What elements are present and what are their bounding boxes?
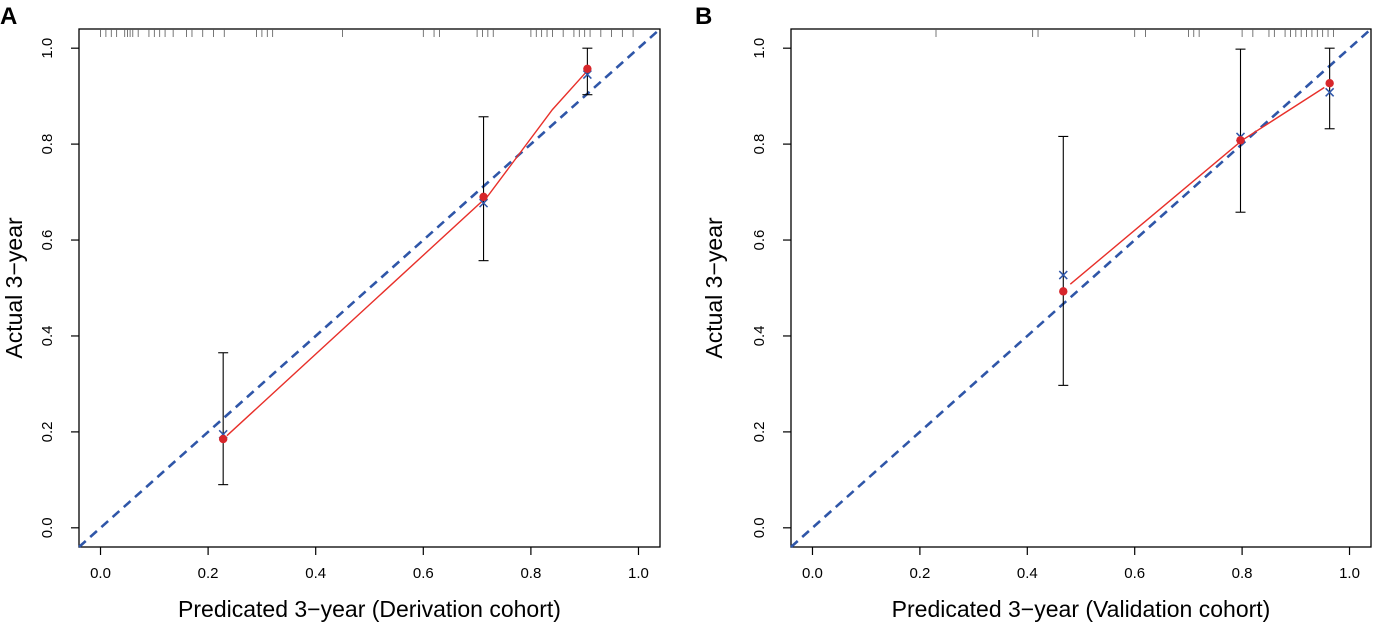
x-tick-label: 0.8: [1232, 565, 1253, 582]
x-axis-title: Predicated 3−year (Derivation cohort): [178, 596, 561, 622]
plot-frame: [790, 28, 1372, 548]
y-tick-label: 1.0: [39, 38, 56, 59]
bias-corrected-marker: [1325, 87, 1335, 97]
x-tick-label: 0.4: [305, 565, 326, 582]
panel-label: B: [695, 3, 712, 30]
y-axis-title: Actual 3−year: [701, 217, 727, 359]
y-tick-label: 0.0: [751, 517, 768, 538]
x-tick-label: 0.8: [520, 565, 541, 582]
bias-corrected-marker: [479, 198, 489, 208]
observed-point: [1059, 287, 1068, 296]
observed-point: [1325, 78, 1334, 88]
observed-point: [583, 64, 592, 74]
y-tick-label: 0.4: [39, 326, 56, 347]
y-tick-label: 0.8: [751, 134, 768, 155]
y-tick-label: 0.4: [751, 326, 768, 347]
y-tick-label: 0.6: [751, 230, 768, 251]
x-tick-label: 0.2: [198, 565, 219, 582]
y-axis-title: Actual 3−year: [1, 217, 27, 359]
x-axis-title: Predicated 3−year (Validation cohort): [892, 596, 1271, 622]
y-tick-label: 1.0: [751, 38, 768, 59]
bias-corrected-marker: [1058, 270, 1068, 280]
calibrated-curve: [226, 70, 588, 437]
y-tick-label: 0.0: [39, 517, 56, 538]
plot-frame: [78, 28, 661, 548]
y-tick-label: 0.6: [39, 230, 56, 251]
x-tick-label: 0.0: [802, 565, 823, 582]
calibration-plot-a: A 0.0 0.2 0.4 0.6 0.8 1.0 0.0 0.2 0.4 0.6 0.8 1.0 Pre…: [0, 3, 661, 622]
x-tick-label: 0.6: [1124, 565, 1145, 582]
x-tick-label: 0.2: [909, 565, 930, 582]
calibration-plot-b: B 0.0 0.2 0.4 0.6 0.8 1.0 0.0 0.2 0.4 0.6 0.8 1.0 Pre…: [695, 3, 1372, 622]
x-tick-label: 0.6: [413, 565, 434, 582]
observed-point: [218, 434, 228, 444]
x-tick-label: 1.0: [628, 565, 649, 582]
panel-label: A: [0, 3, 17, 30]
x-tick-label: 0.4: [1017, 565, 1038, 582]
y-tick-label: 0.2: [39, 421, 56, 442]
ideal-line: [790, 28, 1372, 548]
observed-point: [479, 192, 488, 202]
x-tick-label: 0.0: [90, 565, 111, 582]
y-tick-label: 0.2: [751, 421, 768, 442]
ideal-line: [78, 28, 661, 548]
y-tick-label: 0.8: [39, 134, 56, 155]
x-tick-label: 1.0: [1339, 565, 1360, 582]
observed-point: [1236, 136, 1245, 145]
